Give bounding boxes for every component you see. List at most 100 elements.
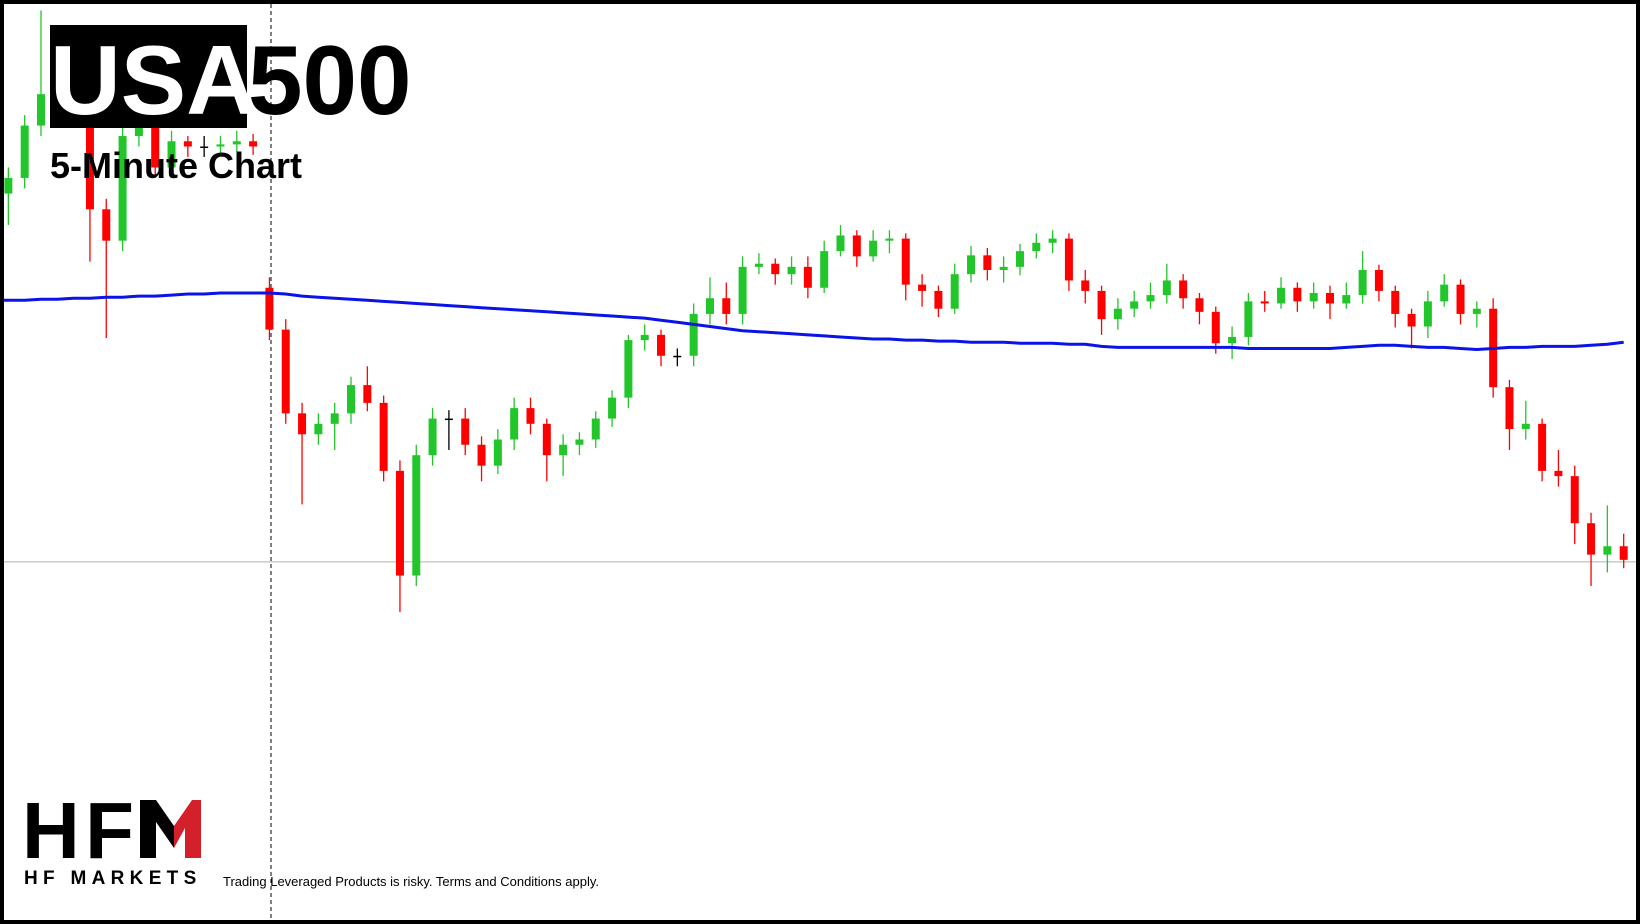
candle-body — [1179, 280, 1188, 299]
candle-body — [787, 266, 796, 275]
subtitle: 5-Minute Chart — [50, 145, 302, 186]
candle-body — [950, 274, 959, 309]
candle-body — [1228, 336, 1237, 344]
logo-mark: HF — [22, 786, 134, 875]
candle-body — [1097, 290, 1106, 320]
candle-body — [477, 444, 486, 466]
title-rest: 500 — [248, 25, 412, 135]
candle-body — [624, 340, 633, 398]
candle-body — [1358, 269, 1367, 296]
candle-body — [934, 290, 943, 309]
candle-body — [1505, 387, 1514, 430]
candle-body — [1538, 423, 1547, 471]
candle-body — [1374, 269, 1383, 291]
title-highlight-box — [50, 25, 247, 128]
candle-body — [705, 298, 714, 314]
candle-body — [1113, 308, 1122, 320]
candle-body — [575, 439, 584, 445]
candle-body — [1015, 251, 1024, 267]
candle-body — [1146, 295, 1155, 302]
candle-body — [379, 402, 388, 471]
candle-body — [820, 251, 829, 288]
candle-body — [249, 141, 258, 147]
candle-body — [118, 136, 127, 241]
candle-body — [1407, 313, 1416, 327]
logo-m-left — [140, 800, 174, 858]
candle-body — [1587, 523, 1596, 555]
candle-body — [803, 266, 812, 288]
candle-body — [1423, 301, 1432, 327]
candle-body — [510, 408, 519, 440]
candle-body — [330, 413, 339, 424]
candle-body — [983, 255, 992, 270]
candle-body — [1130, 301, 1139, 309]
candle-body — [918, 284, 927, 291]
title-highlight: USA — [50, 25, 257, 135]
candle-body — [1032, 242, 1041, 252]
candle-body — [102, 209, 111, 241]
candle-body — [167, 141, 176, 168]
candle-body — [836, 235, 845, 252]
disclaimer: Trading Leveraged Products is risky. Ter… — [223, 874, 599, 889]
logo-m — [140, 800, 201, 858]
candle-body — [722, 298, 731, 314]
candle-body — [298, 413, 307, 435]
candle-body — [559, 444, 568, 456]
candle-body — [85, 83, 94, 210]
candle-body — [1619, 546, 1628, 560]
candle-body — [1293, 287, 1302, 302]
candle-body — [1081, 280, 1090, 291]
candle-body — [20, 125, 29, 178]
candle-body — [1244, 301, 1253, 337]
logo-m-right — [174, 800, 201, 858]
candle-body — [1554, 470, 1563, 477]
candle-body — [738, 266, 747, 314]
candle-body — [347, 385, 356, 414]
candle-body — [1570, 476, 1579, 524]
candle-body — [1260, 301, 1269, 304]
candle-body — [771, 263, 780, 275]
candle-body — [657, 334, 666, 356]
candle-body — [1277, 287, 1286, 304]
moving-average — [4, 291, 1624, 352]
candle-body — [640, 334, 649, 341]
candle-body — [1211, 311, 1220, 344]
candle-body — [1342, 295, 1351, 304]
candle-body — [1440, 284, 1449, 302]
logo-name: HF MARKETS — [24, 868, 202, 889]
candle-body — [754, 263, 763, 267]
candle-body — [1162, 280, 1171, 296]
candle-body — [363, 385, 372, 403]
candle-body — [461, 418, 470, 445]
candle-body — [591, 418, 600, 440]
candle-body — [1521, 423, 1530, 430]
candle-body — [265, 287, 274, 330]
candle-body — [183, 141, 192, 147]
candle-body — [1472, 308, 1481, 314]
candle-body — [526, 408, 535, 424]
candle-body — [232, 141, 241, 145]
candle-body — [395, 470, 404, 576]
candle-body — [216, 144, 225, 147]
candle-body — [852, 235, 861, 257]
candle-body — [37, 94, 45, 126]
candle-body — [608, 397, 617, 419]
candle-body — [1391, 290, 1400, 314]
candle-body — [673, 355, 682, 358]
candle-body — [999, 266, 1008, 270]
candle-body — [1064, 238, 1073, 281]
candle-body — [151, 104, 160, 168]
candle-body — [967, 255, 976, 275]
candle-body — [281, 329, 290, 414]
candle-body — [901, 238, 910, 285]
candle-body — [428, 418, 437, 456]
candle-body — [1195, 298, 1204, 312]
candle-body — [412, 455, 421, 576]
candle-body — [869, 240, 878, 257]
candle-body — [689, 313, 698, 356]
candle-body — [444, 418, 453, 421]
candle-body — [1603, 546, 1612, 555]
candle-body — [885, 238, 894, 241]
candle-body — [1325, 293, 1334, 304]
